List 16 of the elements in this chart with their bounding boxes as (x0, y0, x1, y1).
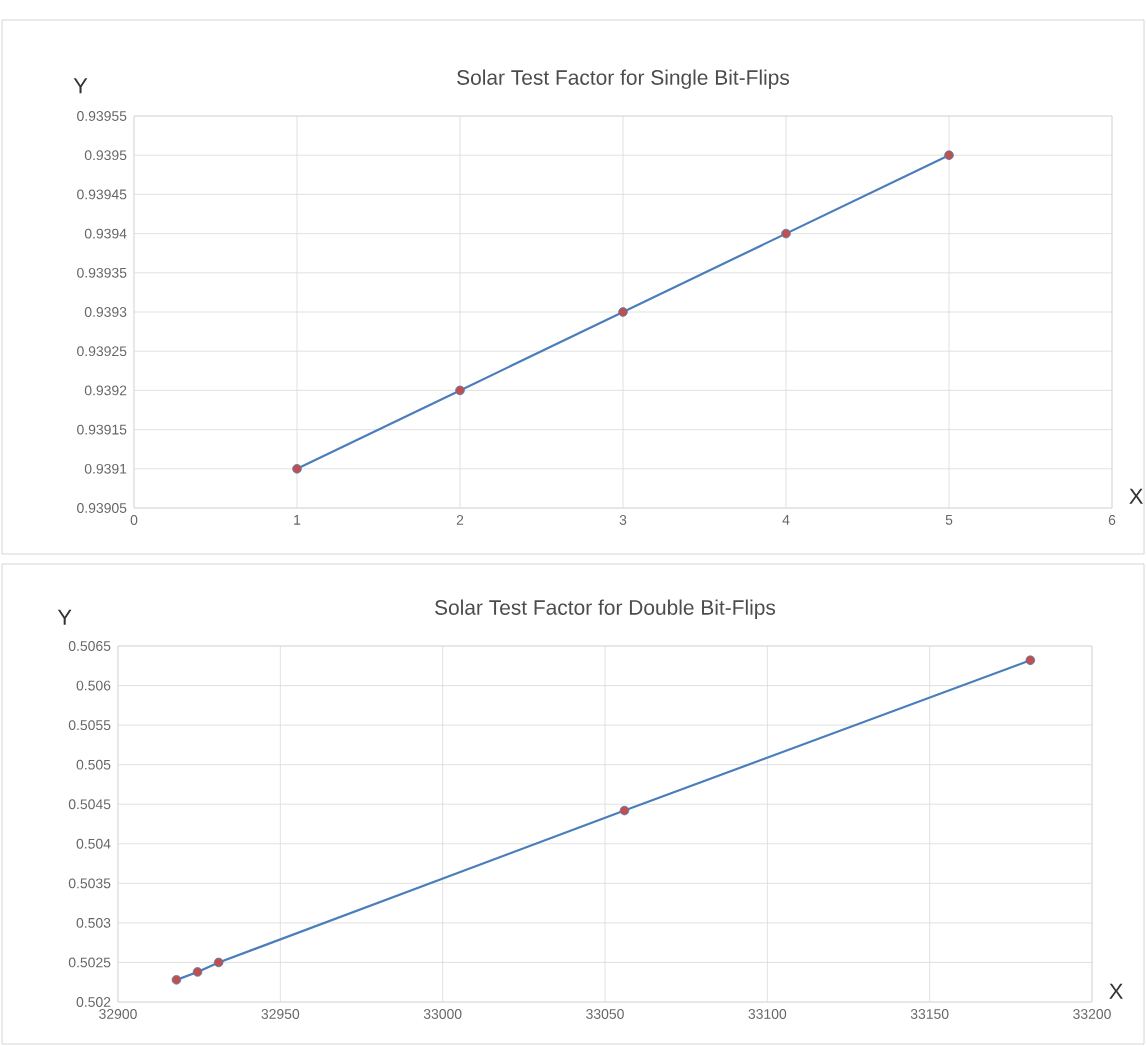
point (292, 464, 302, 474)
x-axis-title: X (1129, 488, 1143, 504)
point (455, 385, 465, 396)
point (192, 967, 203, 977)
point (1025, 655, 1036, 666)
point (213, 957, 224, 968)
point (171, 975, 182, 985)
chart-title: Solar Test Factor for Single Bit-Flips (457, 69, 790, 89)
y-axis-title: Y (73, 78, 88, 94)
x-axis-title: X (1109, 983, 1123, 999)
point (619, 805, 630, 816)
point (618, 307, 628, 317)
point (944, 150, 954, 160)
chart-title: Solar Test Factor for Double Bit-Flips (435, 599, 776, 620)
y-axis-title: Y (57, 609, 72, 625)
point (781, 228, 791, 239)
